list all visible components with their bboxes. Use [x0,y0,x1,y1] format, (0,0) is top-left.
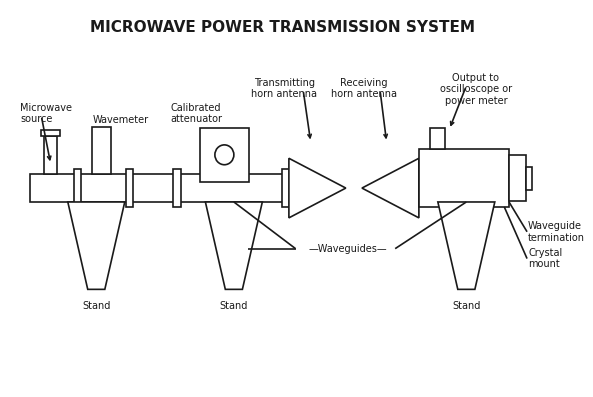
Polygon shape [68,202,125,289]
Text: Receiving
horn antenna: Receiving horn antenna [331,78,397,100]
Bar [509,155,526,201]
Text: —Waveguides—: —Waveguides— [308,244,387,254]
Text: Output to
oscilloscope or
power meter: Output to oscilloscope or power meter [440,73,512,106]
Bar [173,169,181,207]
Text: MICROWAVE POWER TRANSMISSION SYSTEM: MICROWAVE POWER TRANSMISSION SYSTEM [90,20,475,35]
Polygon shape [362,158,419,218]
Text: Waveguide
termination: Waveguide termination [528,221,585,243]
Bar [42,131,60,137]
Polygon shape [205,202,262,289]
Polygon shape [289,158,346,218]
Circle shape [215,145,234,165]
Bar [44,137,58,174]
Text: Calibrated
attenuator: Calibrated attenuator [170,103,222,124]
Bar [419,149,509,207]
Polygon shape [438,202,495,289]
Text: Transmitting
horn antenna: Transmitting horn antenna [251,78,317,100]
Text: Microwave
source: Microwave source [20,103,72,124]
Bar [200,127,249,182]
Bar [126,169,133,207]
Text: Wavemeter: Wavemeter [93,115,149,125]
Text: Stand: Stand [219,301,248,311]
Text: Stand: Stand [452,301,480,311]
Bar [282,169,290,207]
Text: Stand: Stand [82,301,110,311]
Text: Crystal
mount: Crystal mount [528,248,562,270]
Bar [526,167,532,190]
Bar [91,127,110,174]
Bar [30,174,305,202]
Bar [74,169,81,207]
Bar [431,127,445,149]
